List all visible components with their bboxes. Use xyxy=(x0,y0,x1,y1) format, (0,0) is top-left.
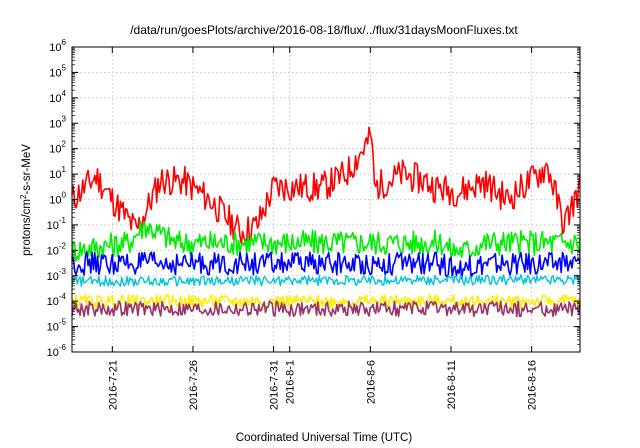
x-tick-label: 2016-8-6 xyxy=(365,360,377,404)
x-axis-ticks: 2016-7-21 2016-7-26 2016-7-31 2016-8-1 2016-… xyxy=(107,47,539,410)
x-axis-label: Coordinated Universal Time (UTC) xyxy=(236,432,413,444)
y-tick-label: 10-4 xyxy=(47,292,67,308)
series-line-4 xyxy=(71,274,581,287)
y-tick-label: 106 xyxy=(49,38,66,54)
y-axis-label: protons/cm2-s-sr-MeV xyxy=(19,144,34,256)
y-tick-label: 101 xyxy=(49,165,66,181)
series-line-1 xyxy=(71,126,581,245)
y-tick-label: 103 xyxy=(49,114,66,130)
series-line-3 xyxy=(71,251,581,280)
x-tick-label: 2016-7-21 xyxy=(107,360,119,410)
x-tick-label: 2016-7-26 xyxy=(188,360,200,410)
y-tick-label: 10-6 xyxy=(47,343,67,359)
y-tick-label: 10-2 xyxy=(47,241,67,257)
y-tick-label: 102 xyxy=(49,140,66,156)
x-tick-label: 2016-8-1 xyxy=(285,360,297,404)
y-tick-label: 100 xyxy=(49,191,66,207)
series-line-6 xyxy=(71,300,581,318)
series-line-2 xyxy=(71,220,581,262)
x-tick-label: 2016-8-11 xyxy=(446,360,458,409)
chart-title: /data/run/goesPlots/archive/2016-08-18/f… xyxy=(130,23,518,37)
y-tick-label: 10-5 xyxy=(47,318,67,334)
y-tick-label: 104 xyxy=(49,89,66,105)
grid-lines xyxy=(72,47,580,352)
y-tick-label: 10-1 xyxy=(47,216,67,232)
series-line-5 xyxy=(71,294,581,309)
y-tick-label: 105 xyxy=(49,63,66,79)
x-tick-label: 2016-7-31 xyxy=(269,360,281,410)
x-tick-label: 2016-8-16 xyxy=(527,360,539,410)
y-tick-label: 10-3 xyxy=(47,267,67,283)
series-lines xyxy=(71,126,581,318)
